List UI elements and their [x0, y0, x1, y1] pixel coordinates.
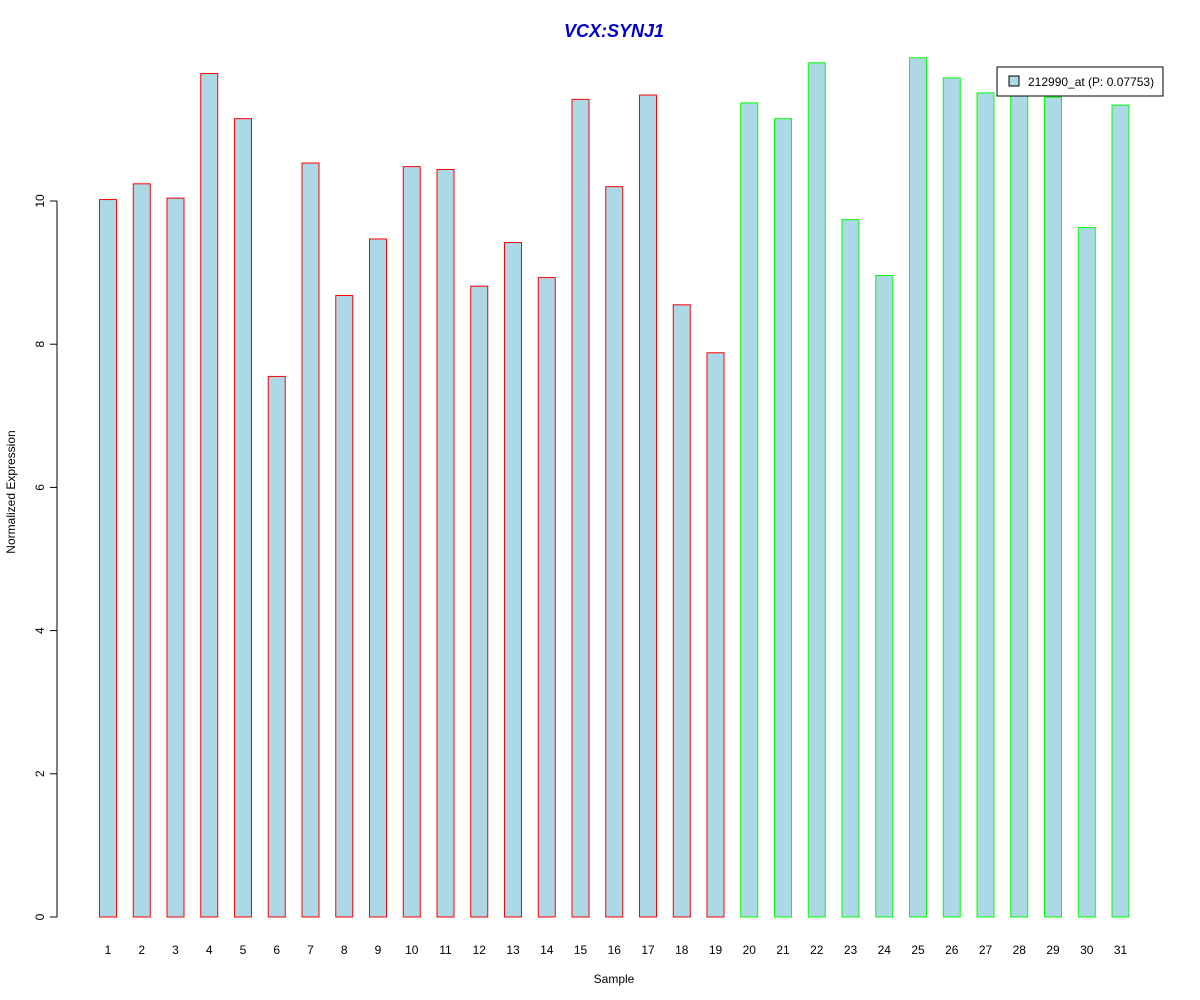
- x-tick-label: 12: [473, 943, 487, 957]
- bar-sample-11: [436, 168, 455, 918]
- x-tick-label: 24: [878, 943, 892, 957]
- x-tick-label: 6: [273, 943, 280, 957]
- bar-sample-26: [942, 77, 961, 918]
- bar-sample-5: [234, 118, 252, 918]
- x-tick-label: 30: [1080, 943, 1094, 957]
- y-tick-label: 6: [33, 484, 47, 491]
- x-tick-label: 10: [405, 943, 419, 957]
- bar-sample-2: [132, 183, 151, 918]
- y-tick-label: 10: [33, 194, 47, 208]
- bar-sample-19: [706, 352, 725, 918]
- legend: 212990_at (P: 0.07753): [996, 66, 1164, 97]
- bar-sample-18: [672, 304, 691, 918]
- legend-label: 212990_at (P: 0.07753): [1028, 75, 1154, 89]
- bar-sample-15: [571, 98, 590, 918]
- bar-sample-10: [402, 166, 421, 918]
- x-tick-label: 11: [439, 943, 452, 957]
- bar-sample-4: [200, 73, 219, 918]
- y-tick-label: 2: [33, 770, 47, 777]
- x-tick-label: 14: [540, 943, 554, 957]
- bar-sample-23: [841, 219, 860, 918]
- bar-sample-6: [267, 375, 286, 918]
- x-axis-label: Sample: [594, 972, 635, 986]
- bar-sample-3: [166, 197, 185, 918]
- x-tick-label: 17: [641, 943, 655, 957]
- bar-sample-16: [605, 186, 624, 918]
- x-tick-label: 15: [574, 943, 588, 957]
- bar-sample-27: [976, 92, 995, 918]
- y-axis-label: Normalized Expression: [4, 430, 18, 553]
- x-tick-label: 21: [776, 943, 790, 957]
- y-tick-label: 4: [33, 627, 47, 634]
- x-tick-label: 1: [105, 943, 112, 957]
- bar-sample-29: [1044, 96, 1062, 918]
- y-tick-label: 0: [33, 913, 47, 920]
- x-tick-label: 5: [240, 943, 247, 957]
- bar-sample-21: [774, 118, 792, 918]
- x-tick-labels: 1 2 3 4 5 6 7 8 9 10 11 12 13 14 15 16 17 18 19 20 21 22 23 24 2…: [105, 943, 1128, 957]
- legend-swatch: [1008, 75, 1020, 87]
- x-tick-label: 13: [506, 943, 520, 957]
- x-tick-label: 23: [844, 943, 858, 957]
- bar-sample-12: [470, 285, 489, 918]
- x-tick-label: 27: [979, 943, 993, 957]
- legend-box: [996, 66, 1164, 97]
- bar-sample-28: [1010, 93, 1029, 918]
- x-tick-label: 2: [138, 943, 145, 957]
- x-tick-label: 22: [810, 943, 824, 957]
- bars: [99, 57, 1130, 918]
- x-tick-label: 29: [1046, 943, 1060, 957]
- x-tick-label: 3: [172, 943, 179, 957]
- bar-sample-1: [99, 199, 117, 918]
- x-tick-label: 4: [206, 943, 213, 957]
- bar-sample-24: [875, 274, 894, 918]
- x-tick-label: 9: [375, 943, 382, 957]
- x-tick-label: 20: [743, 943, 757, 957]
- bar-sample-7: [301, 162, 320, 918]
- bar-sample-30: [1077, 226, 1096, 918]
- x-tick-label: 16: [608, 943, 622, 957]
- bar-sample-17: [639, 94, 657, 918]
- bar-sample-25: [909, 57, 927, 918]
- bar-sample-13: [504, 242, 522, 918]
- bar-sample-20: [740, 102, 759, 918]
- bar-sample-9: [369, 238, 387, 918]
- x-tick-label: 28: [1013, 943, 1027, 957]
- x-tick-label: 26: [945, 943, 959, 957]
- x-tick-label: 8: [341, 943, 348, 957]
- bar-sample-8: [335, 295, 354, 918]
- x-tick-label: 31: [1114, 943, 1128, 957]
- y-axis: 0 2 4 6 8 10: [33, 194, 58, 920]
- bar-sample-31: [1111, 104, 1130, 918]
- x-tick-label: 19: [709, 943, 723, 957]
- y-tick-label: 8: [33, 341, 47, 348]
- x-tick-label: 25: [911, 943, 925, 957]
- x-tick-label: 7: [307, 943, 314, 957]
- chart-title: VCX:SYNJ1: [564, 21, 664, 41]
- x-tick-label: 18: [675, 943, 689, 957]
- bar-sample-22: [807, 62, 826, 918]
- bar-sample-14: [537, 277, 556, 918]
